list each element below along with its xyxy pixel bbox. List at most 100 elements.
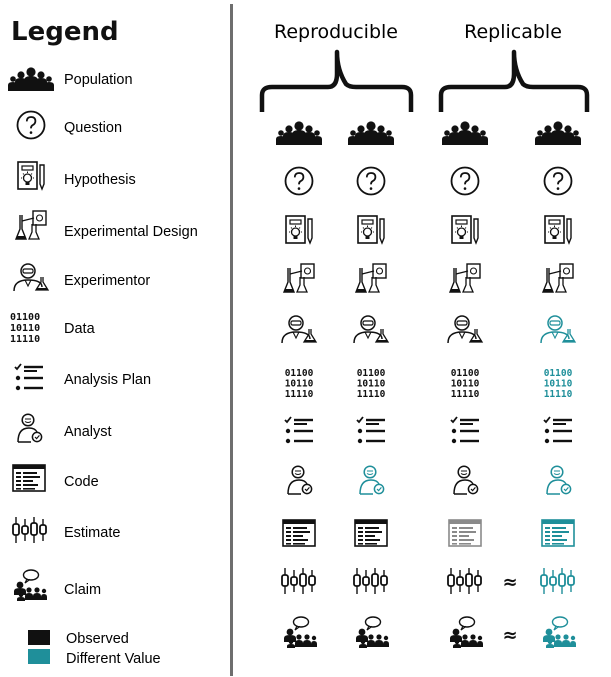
data-row: 10110 bbox=[451, 379, 480, 390]
legend-item-experimental-design: Experimental Design bbox=[15, 210, 198, 240]
experimentor-icon bbox=[13, 263, 49, 292]
legend-label: Question bbox=[64, 120, 122, 136]
code-icon bbox=[448, 519, 482, 547]
data-row: 01100 bbox=[451, 368, 480, 379]
experimental-design-icon bbox=[15, 210, 47, 240]
approx-symbol: ≈ bbox=[502, 572, 517, 593]
claim-icon bbox=[355, 616, 390, 649]
data-row: 10110 bbox=[285, 379, 314, 390]
question-icon bbox=[16, 110, 46, 140]
data-row: 11110 bbox=[544, 389, 573, 400]
estimate-icon bbox=[281, 567, 316, 595]
experimental-design-icon bbox=[283, 263, 315, 293]
reproducible-brace bbox=[259, 49, 414, 112]
replicable-title: Replicable bbox=[464, 21, 562, 43]
data-row: 10110 bbox=[544, 379, 573, 390]
legend-label: Experimentor bbox=[64, 273, 150, 289]
approx-symbol: ≈ bbox=[502, 625, 517, 646]
population-icon bbox=[535, 121, 581, 145]
legend-label: Analyst bbox=[64, 424, 112, 440]
hypothesis-icon bbox=[17, 161, 45, 190]
comparison-grid: 0110010110111100110010110111100110010110… bbox=[276, 121, 581, 649]
replicable-brace bbox=[438, 49, 590, 112]
claim-icon bbox=[449, 616, 484, 649]
legend-title: Legend bbox=[11, 17, 119, 47]
code-icon bbox=[541, 519, 575, 547]
legend-label: Data bbox=[64, 321, 96, 337]
data-icon: 01100 10110 11110 bbox=[10, 312, 40, 345]
data-row: 11110 bbox=[451, 389, 480, 400]
data-row: 11110 bbox=[285, 389, 314, 400]
analyst-icon bbox=[287, 465, 313, 495]
experimentor-icon bbox=[540, 315, 576, 344]
estimate-icon bbox=[447, 567, 482, 595]
estimate-icon bbox=[353, 567, 388, 595]
legend-item-analyst: Analyst bbox=[17, 413, 112, 443]
legend-item-code: Code bbox=[12, 464, 99, 492]
data-row: 11110 bbox=[357, 389, 386, 400]
legend-item-hypothesis: Hypothesis bbox=[17, 161, 136, 190]
analysis-plan-icon bbox=[450, 416, 480, 445]
experimental-design-icon bbox=[449, 263, 481, 293]
analysis-plan-icon bbox=[356, 416, 386, 445]
analyst-icon bbox=[17, 413, 43, 443]
legend-label: Hypothesis bbox=[64, 172, 136, 188]
legend-label: Code bbox=[64, 474, 99, 490]
population-icon bbox=[8, 67, 54, 91]
data-row: 01100 bbox=[10, 312, 40, 323]
experimentor-icon bbox=[447, 315, 483, 344]
analysis-plan-icon bbox=[14, 363, 44, 392]
experimental-design-icon bbox=[542, 263, 574, 293]
legend-label: Analysis Plan bbox=[64, 372, 151, 388]
data-row: 10110 bbox=[357, 379, 386, 390]
experimental-design-icon bbox=[355, 263, 387, 293]
legend-label: Population bbox=[64, 72, 133, 88]
hypothesis-icon bbox=[544, 215, 572, 244]
population-icon bbox=[348, 121, 394, 145]
legend-item-population: Population bbox=[8, 67, 133, 91]
different-value-swatch bbox=[28, 649, 50, 664]
legend-label: Claim bbox=[64, 582, 101, 598]
analyst-icon bbox=[359, 465, 385, 495]
data-row: 01100 bbox=[544, 368, 573, 379]
population-icon bbox=[442, 121, 488, 145]
legend-item-question: Question bbox=[16, 110, 122, 140]
analysis-plan-icon bbox=[284, 416, 314, 445]
legend-item-data: 01100 10110 11110 Data bbox=[10, 312, 96, 345]
experimentor-icon bbox=[353, 315, 389, 344]
claim-icon bbox=[283, 616, 318, 649]
different-value-label: Different Value bbox=[66, 651, 161, 667]
data-row: 11110 bbox=[10, 334, 40, 345]
divider-line bbox=[230, 4, 233, 676]
legend-item-experimentor: Experimentor bbox=[13, 263, 150, 292]
hypothesis-icon bbox=[357, 215, 385, 244]
claim-icon bbox=[13, 569, 48, 602]
question-icon bbox=[543, 166, 573, 196]
code-icon bbox=[354, 519, 388, 547]
analyst-icon bbox=[546, 465, 572, 495]
estimate-icon bbox=[540, 567, 575, 595]
reproducible-title: Reproducible bbox=[274, 21, 398, 43]
estimate-icon bbox=[12, 516, 47, 544]
code-icon bbox=[282, 519, 316, 547]
question-icon bbox=[356, 166, 386, 196]
observed-swatch bbox=[28, 630, 50, 645]
analysis-plan-icon bbox=[543, 416, 573, 445]
claim-icon bbox=[542, 616, 577, 649]
legend-item-analysis-plan: Analysis Plan bbox=[14, 363, 151, 392]
legend-label: Estimate bbox=[64, 525, 120, 541]
data-row: 01100 bbox=[357, 368, 386, 379]
color-key: Observed Different Value bbox=[28, 630, 161, 667]
hypothesis-icon bbox=[451, 215, 479, 244]
legend-item-estimate: Estimate bbox=[12, 516, 120, 544]
legend-item-claim: Claim bbox=[13, 569, 101, 602]
